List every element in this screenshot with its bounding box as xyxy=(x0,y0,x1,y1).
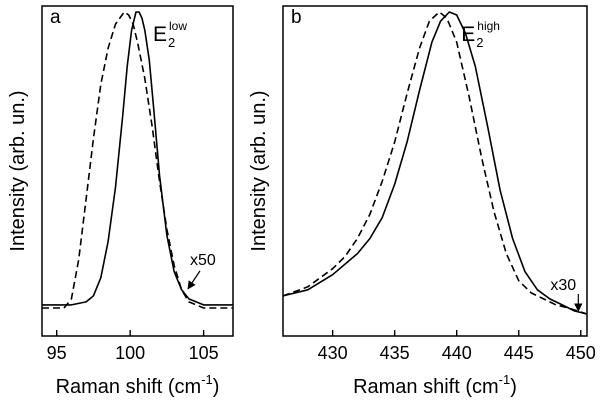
x-tick-label-b-440: 440 xyxy=(442,343,472,363)
series-group-b xyxy=(282,11,588,315)
panel-label-b: b xyxy=(291,7,302,28)
peak-label-b-base: E xyxy=(461,23,475,46)
series-line-b-dashed xyxy=(282,11,588,315)
x-tick-label-b-430: 430 xyxy=(318,343,348,363)
peak-label-a-sub: 2 xyxy=(168,35,175,50)
x-axis-label-b: Raman shift (cm-1) xyxy=(353,372,517,398)
x-axis-label-b-exp: -1 xyxy=(499,372,511,387)
panel-label-a: a xyxy=(50,7,61,28)
x-axis-label-a-tail: ) xyxy=(213,376,220,398)
series-line-a-dashed xyxy=(42,11,233,309)
annotation-a: x50 xyxy=(190,252,216,269)
panel-b: 430 435 440 445 450 b E 2 high x30 Intensity… xyxy=(248,5,596,398)
y-axis-label-a: Intensity (arb. un.) xyxy=(7,90,29,251)
series-line-a-solid xyxy=(42,11,233,306)
x-tick-label-b-435: 435 xyxy=(380,343,410,363)
plot-frame-b xyxy=(282,5,588,337)
annotation-arrow-a xyxy=(187,270,201,290)
x-tick-label-a-105: 105 xyxy=(189,343,219,363)
x-axis-label-a-exp: -1 xyxy=(201,372,213,387)
x-ticks-b: 430 435 440 445 450 xyxy=(318,330,596,363)
peak-label-b-sup: high xyxy=(477,19,500,33)
peak-label-a: E xyxy=(153,23,167,46)
series-line-b-solid xyxy=(282,11,588,315)
annotation-b: x30 xyxy=(550,277,576,294)
x-ticks-a: 95 100 105 xyxy=(47,330,219,363)
x-axis-label-b-tail: ) xyxy=(510,376,517,398)
plot-frame-a xyxy=(41,5,234,337)
series-group-a xyxy=(42,11,233,309)
x-tick-label-a-100: 100 xyxy=(115,343,145,363)
x-tick-label-b-445: 445 xyxy=(504,343,534,363)
peak-label-a-sup: low xyxy=(169,19,187,33)
peak-label-a-base: E xyxy=(153,23,167,46)
peak-label-b: E xyxy=(461,23,475,46)
x-axis-label-a: Raman shift (cm-1) xyxy=(56,372,220,398)
x-axis-label-a-base: Raman shift (cm xyxy=(56,376,202,398)
y-axis-label-b: Intensity (arb. un.) xyxy=(248,90,270,251)
x-axis-label-b-base: Raman shift (cm xyxy=(353,376,499,398)
x-tick-label-a-95: 95 xyxy=(47,343,67,363)
panel-a: 95 100 105 a E 2 low x50 Intensity (arb. u… xyxy=(7,5,234,398)
peak-label-b-sub: 2 xyxy=(476,35,483,50)
x-tick-label-b-450: 450 xyxy=(566,343,596,363)
